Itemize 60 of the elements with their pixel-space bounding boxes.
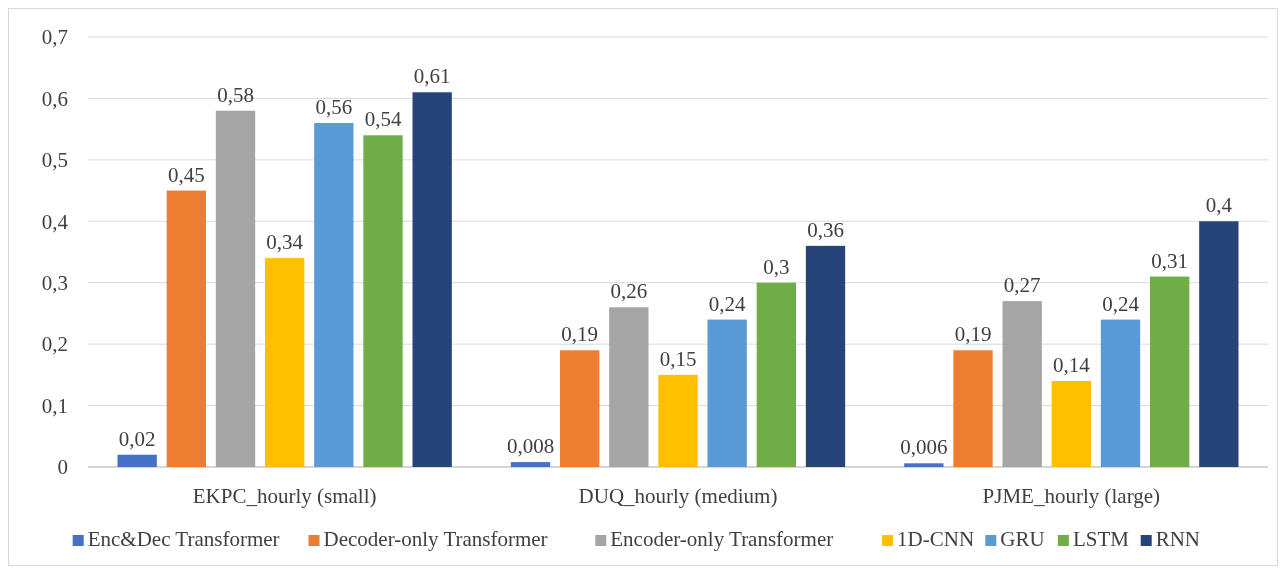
legend-label: 1D-CNN [897, 527, 975, 551]
bar [1002, 301, 1042, 467]
data-label: 0,24 [708, 291, 747, 316]
legend-label: RNN [1155, 527, 1201, 551]
data-label: 0,006 [900, 435, 948, 460]
legend-label: LSTM [1072, 527, 1130, 551]
y-tick-label: 0,6 [41, 86, 68, 111]
y-tick-label: 0 [57, 455, 68, 480]
bar [412, 92, 452, 467]
bar [609, 307, 649, 467]
data-label: 0,02 [118, 426, 156, 451]
x-tick-label: PJME_hourly (large) [982, 484, 1161, 508]
y-tick-label: 0,4 [41, 209, 69, 234]
y-tick-label: 0,7 [41, 25, 68, 50]
y-tick-label: 0,1 [41, 393, 68, 418]
bar [215, 110, 256, 467]
data-label: 0,24 [1102, 291, 1140, 316]
legend-label: GRU [1000, 527, 1045, 551]
bar [314, 123, 354, 467]
data-label: 0,3 [763, 254, 790, 279]
legend-label: Encoder-only Transformer [610, 527, 834, 551]
bar [1199, 221, 1239, 467]
bar [363, 135, 403, 467]
data-label: 0,45 [167, 162, 205, 187]
data-label: 0,4 [1205, 193, 1233, 218]
bar [117, 454, 157, 467]
data-label: 0,56 [315, 95, 353, 119]
data-label: 0,58 [217, 82, 254, 107]
y-tick-label: 0,3 [41, 271, 68, 296]
legend-label: Enc&Dec Transformer [87, 527, 280, 551]
data-label: 0,26 [610, 279, 648, 304]
y-tick-label: 0,2 [41, 332, 68, 357]
data-label: 0,31 [1151, 248, 1189, 273]
bar [1150, 276, 1190, 467]
data-label: 0,54 [364, 107, 402, 132]
bar [953, 350, 993, 467]
bar [166, 190, 206, 467]
bar [1051, 381, 1091, 467]
bar [1100, 319, 1141, 467]
data-label: 0,15 [659, 346, 697, 371]
data-label: 0,34 [266, 230, 304, 255]
bar [510, 462, 551, 467]
y-tick-label: 0,5 [41, 148, 68, 173]
bar [756, 282, 796, 467]
data-label: 0,36 [807, 217, 844, 242]
legend-label: Decoder-only Transformer [323, 527, 548, 551]
data-label: 0,14 [1052, 353, 1091, 377]
data-label: 0,008 [506, 434, 555, 459]
x-tick-label: EKPC_hourly (small) [192, 484, 377, 508]
data-label: 0,61 [413, 64, 451, 89]
data-label: 0,27 [1003, 273, 1041, 298]
bar [904, 463, 944, 467]
data-label: 0,19 [954, 322, 992, 347]
bar [265, 258, 305, 467]
bar [805, 245, 846, 467]
bar [658, 374, 698, 467]
x-tick-label: DUQ_hourly (medium) [578, 484, 778, 508]
data-label: 0,19 [561, 322, 599, 347]
bar [560, 350, 600, 467]
bar [707, 319, 747, 467]
